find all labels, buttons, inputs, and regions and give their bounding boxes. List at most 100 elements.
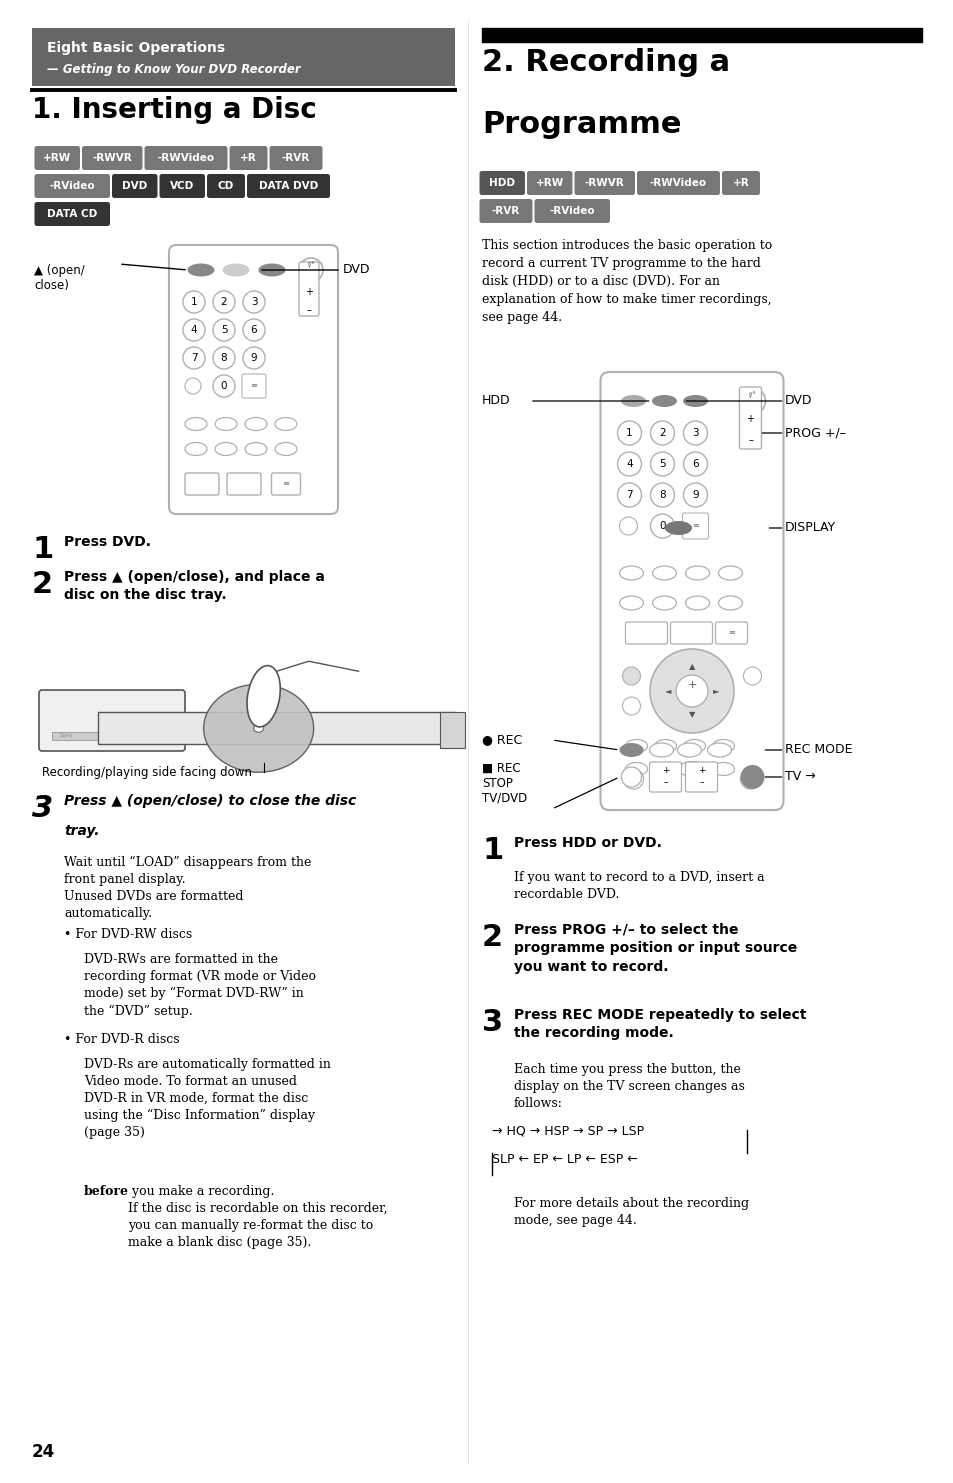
Text: -RWVideo: -RWVideo <box>157 153 214 163</box>
Text: ▼: ▼ <box>688 710 695 719</box>
Text: 3: 3 <box>481 1008 502 1037</box>
FancyBboxPatch shape <box>526 171 572 194</box>
FancyBboxPatch shape <box>230 145 267 171</box>
FancyBboxPatch shape <box>39 690 185 750</box>
Text: HDD: HDD <box>481 394 510 408</box>
Text: +RW: +RW <box>43 153 71 163</box>
Text: CD: CD <box>217 181 233 191</box>
Text: 0: 0 <box>659 521 665 531</box>
Text: 6: 6 <box>692 460 699 469</box>
FancyBboxPatch shape <box>34 145 80 171</box>
Ellipse shape <box>677 743 700 756</box>
Ellipse shape <box>188 264 214 276</box>
Text: +: + <box>305 288 313 297</box>
Text: → HQ → HSP → SP → LSP: → HQ → HSP → SP → LSP <box>492 1126 643 1137</box>
Text: 3: 3 <box>692 429 699 437</box>
Text: before: before <box>84 1185 129 1198</box>
FancyBboxPatch shape <box>144 145 227 171</box>
Ellipse shape <box>682 762 705 776</box>
FancyBboxPatch shape <box>649 762 680 792</box>
Text: I/°: I/° <box>748 392 756 399</box>
Ellipse shape <box>247 666 280 727</box>
FancyBboxPatch shape <box>247 174 330 199</box>
Ellipse shape <box>682 740 705 752</box>
Ellipse shape <box>685 567 709 580</box>
Text: -RVideo: -RVideo <box>549 206 595 217</box>
Text: Eight Basic Operations: Eight Basic Operations <box>47 42 225 55</box>
FancyBboxPatch shape <box>159 174 205 199</box>
Text: REC MODE: REC MODE <box>783 743 851 756</box>
FancyBboxPatch shape <box>82 145 142 171</box>
FancyBboxPatch shape <box>670 621 712 644</box>
Text: Press DVD.: Press DVD. <box>64 535 151 549</box>
Circle shape <box>618 518 637 535</box>
Text: +RW: +RW <box>535 178 563 188</box>
Text: DATA DVD: DATA DVD <box>258 181 317 191</box>
Circle shape <box>243 347 265 369</box>
Text: 2: 2 <box>481 922 502 952</box>
Text: TV →: TV → <box>783 771 815 783</box>
Text: 7: 7 <box>191 353 197 363</box>
FancyBboxPatch shape <box>599 372 782 810</box>
Text: –: – <box>699 779 703 787</box>
Circle shape <box>183 347 205 369</box>
Circle shape <box>650 421 674 445</box>
FancyBboxPatch shape <box>479 199 532 222</box>
FancyBboxPatch shape <box>207 174 245 199</box>
Text: PROG +/–: PROG +/– <box>783 427 844 439</box>
Bar <box>98 712 455 744</box>
FancyBboxPatch shape <box>625 621 667 644</box>
Text: -RWVR: -RWVR <box>92 153 132 163</box>
Ellipse shape <box>652 567 676 580</box>
Text: 8: 8 <box>659 489 665 500</box>
Text: DVD: DVD <box>343 264 370 276</box>
FancyBboxPatch shape <box>685 762 717 792</box>
Text: ■ REC
STOP
TV/DVD: ■ REC STOP TV/DVD <box>481 762 527 805</box>
Text: Press ▲ (open/close) to close the disc: Press ▲ (open/close) to close the disc <box>64 793 355 808</box>
Text: Sony: Sony <box>60 734 73 739</box>
Text: 9: 9 <box>251 353 257 363</box>
Ellipse shape <box>654 762 676 776</box>
Text: 5: 5 <box>659 460 665 469</box>
Text: Wait until “LOAD” disappears from the
front panel display.
Unused DVDs are forma: Wait until “LOAD” disappears from the fr… <box>64 856 311 921</box>
FancyBboxPatch shape <box>721 171 760 194</box>
Circle shape <box>213 291 234 313</box>
FancyBboxPatch shape <box>169 245 337 515</box>
Text: — Getting to Know Your DVD Recorder: — Getting to Know Your DVD Recorder <box>47 62 300 76</box>
Bar <box>32 28 455 86</box>
Circle shape <box>622 667 639 685</box>
Text: 9: 9 <box>692 489 699 500</box>
Ellipse shape <box>679 761 704 777</box>
Circle shape <box>213 319 234 341</box>
FancyBboxPatch shape <box>227 473 261 495</box>
Ellipse shape <box>185 418 207 430</box>
Text: +: + <box>745 414 754 424</box>
Circle shape <box>682 421 707 445</box>
Circle shape <box>617 452 640 476</box>
Text: -RVR: -RVR <box>281 153 310 163</box>
FancyBboxPatch shape <box>272 473 300 495</box>
Ellipse shape <box>253 724 263 733</box>
Circle shape <box>213 347 234 369</box>
FancyBboxPatch shape <box>34 174 110 199</box>
Text: DVD-RWs are formatted in the
recording format (VR mode or Video
mode) set by “Fo: DVD-RWs are formatted in the recording f… <box>84 954 315 1017</box>
Ellipse shape <box>245 418 267 430</box>
Ellipse shape <box>203 684 314 773</box>
Ellipse shape <box>718 596 741 610</box>
Circle shape <box>243 291 265 313</box>
Text: -RVideo: -RVideo <box>50 181 95 191</box>
Text: I/°: I/° <box>307 261 314 268</box>
FancyBboxPatch shape <box>185 473 219 495</box>
Text: 0: 0 <box>220 381 227 392</box>
Text: you make a recording.
If the disc is recordable on this recorder,
you can manual: you make a recording. If the disc is rec… <box>128 1185 387 1249</box>
Text: +: + <box>686 681 696 690</box>
Circle shape <box>620 767 640 787</box>
Circle shape <box>682 452 707 476</box>
Text: Press PROG +/– to select the
programme position or input source
you want to reco: Press PROG +/– to select the programme p… <box>514 922 797 974</box>
Text: 1: 1 <box>481 836 503 865</box>
Text: –: – <box>747 435 752 445</box>
Text: –: – <box>662 779 667 787</box>
Text: -RWVR: -RWVR <box>584 178 624 188</box>
Circle shape <box>243 319 265 341</box>
Circle shape <box>682 483 707 507</box>
